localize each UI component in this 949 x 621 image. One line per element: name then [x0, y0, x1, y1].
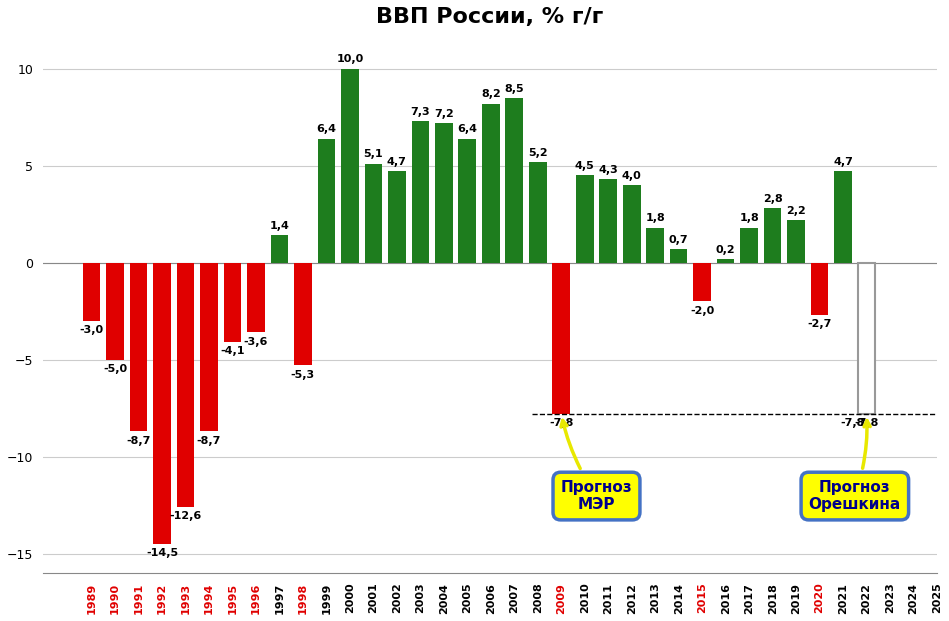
Text: -2,0: -2,0	[690, 306, 715, 315]
Text: 5,2: 5,2	[528, 148, 548, 158]
Text: 7,2: 7,2	[434, 109, 454, 119]
Text: -2,7: -2,7	[808, 319, 832, 329]
Text: 4,7: 4,7	[387, 157, 407, 167]
Text: 8,2: 8,2	[481, 89, 501, 99]
Text: -3,0: -3,0	[80, 325, 103, 335]
Text: 4,5: 4,5	[575, 161, 595, 171]
Bar	[130, 263, 147, 432]
Bar	[740, 228, 758, 263]
Text: Прогноз
МЭР: Прогноз МЭР	[561, 420, 632, 512]
Text: 6,4: 6,4	[457, 124, 477, 134]
Bar	[247, 263, 265, 332]
Bar	[412, 121, 429, 263]
Text: 8,5: 8,5	[505, 84, 524, 94]
Bar	[458, 138, 476, 263]
Bar	[83, 263, 101, 321]
Text: 1,8: 1,8	[739, 214, 759, 224]
Bar	[341, 69, 359, 263]
Text: 0,2: 0,2	[716, 245, 735, 255]
Text: 5,1: 5,1	[363, 150, 383, 160]
Text: -5,3: -5,3	[290, 369, 315, 379]
Bar	[646, 228, 664, 263]
Text: 1,4: 1,4	[270, 221, 289, 231]
Text: 7,3: 7,3	[411, 107, 430, 117]
Text: 0,7: 0,7	[669, 235, 689, 245]
Text: 4,0: 4,0	[622, 171, 642, 181]
Bar	[552, 263, 570, 414]
Bar	[482, 104, 499, 263]
Bar	[764, 208, 781, 263]
Bar	[788, 220, 805, 263]
Bar	[106, 263, 123, 360]
Text: -8,7: -8,7	[196, 436, 221, 446]
Text: 6,4: 6,4	[316, 124, 336, 134]
Text: -7,8: -7,8	[840, 418, 865, 428]
Bar	[318, 138, 335, 263]
Text: -4,1: -4,1	[220, 347, 245, 356]
Text: -7,8: -7,8	[854, 418, 879, 428]
Bar	[224, 263, 241, 342]
Title: ВВП России, % г/г: ВВП России, % г/г	[377, 7, 604, 27]
Text: -8,7: -8,7	[126, 436, 151, 446]
Bar	[834, 171, 852, 263]
Bar	[623, 185, 641, 263]
Bar	[388, 171, 405, 263]
Bar	[694, 263, 711, 301]
Text: -5,0: -5,0	[102, 364, 127, 374]
Bar	[810, 263, 828, 315]
Bar	[670, 249, 687, 263]
Bar	[177, 263, 195, 507]
Bar	[435, 123, 453, 263]
Bar	[200, 263, 217, 432]
Text: -7,8: -7,8	[549, 418, 573, 428]
Bar	[364, 164, 382, 263]
Bar	[270, 235, 288, 263]
Text: 4,7: 4,7	[833, 157, 853, 167]
Bar	[153, 263, 171, 544]
Text: 2,2: 2,2	[787, 206, 806, 215]
Text: 2,8: 2,8	[763, 194, 783, 204]
Text: 4,3: 4,3	[599, 165, 618, 175]
Bar	[576, 175, 593, 263]
Text: -3,6: -3,6	[244, 337, 268, 347]
Text: 10,0: 10,0	[336, 55, 363, 65]
Text: -14,5: -14,5	[146, 548, 178, 558]
Bar	[858, 263, 875, 414]
Text: -12,6: -12,6	[169, 511, 201, 521]
Bar	[600, 179, 617, 263]
Bar	[529, 162, 547, 263]
Text: Прогноз
Орешкина: Прогноз Орешкина	[809, 420, 901, 512]
Bar	[716, 259, 735, 263]
Text: 1,8: 1,8	[645, 214, 665, 224]
Bar	[294, 263, 311, 365]
Bar	[506, 97, 523, 263]
